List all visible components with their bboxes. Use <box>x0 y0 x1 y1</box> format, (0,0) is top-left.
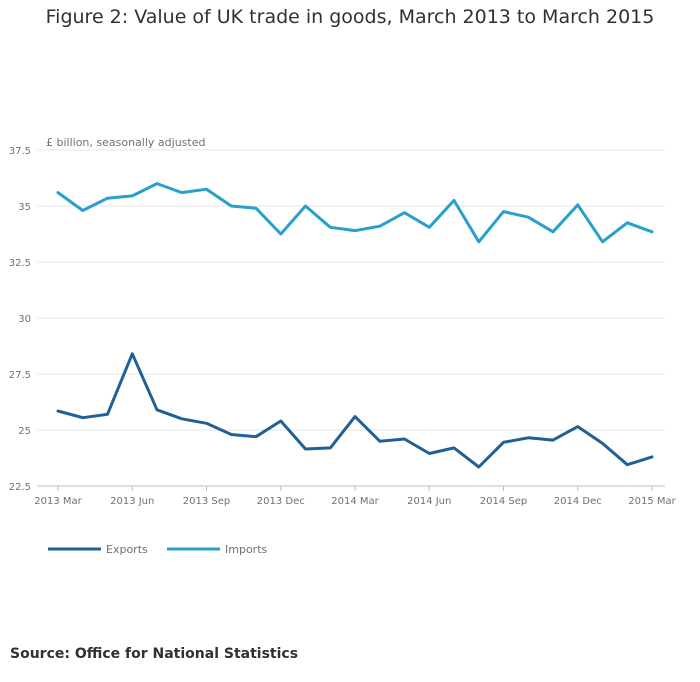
y-tick-label: 27.5 <box>9 370 31 381</box>
x-axis: 2013 Mar 2013 Jun 2013 Sep 2013 Dec 2014 Mar… <box>34 486 677 507</box>
series-line-imports <box>56 182 654 244</box>
y-axis-unit-label: £ billion, seasonally adjusted <box>46 136 205 149</box>
x-tick-label: 2013 Mar <box>34 496 82 507</box>
legend-label-imports: Imports <box>225 543 268 556</box>
gridlines <box>37 149 665 487</box>
x-tick-label: 2013 Sep <box>183 496 230 507</box>
x-tick-label: 2014 Jun <box>407 496 451 507</box>
x-tick-label: 2015 Mar <box>628 496 676 507</box>
y-axis-ticks: 22.5 25 27.5 30 32.5 35 37.5 <box>9 146 31 493</box>
y-tick-label: 37.5 <box>9 146 31 157</box>
x-tick-label: 2014 Sep <box>480 496 527 507</box>
source-note: Source: Office for National Statistics <box>10 646 299 662</box>
x-tick-label: 2014 Mar <box>331 496 379 507</box>
x-tick-label: 2013 Dec <box>257 496 305 507</box>
legend: Exports Imports <box>48 543 268 556</box>
series-lines <box>56 182 654 469</box>
x-tick-label: 2014 Dec <box>554 496 602 507</box>
legend-label-exports: Exports <box>106 543 148 556</box>
x-tick-label: 2013 Jun <box>110 496 154 507</box>
y-tick-label: 30 <box>18 314 31 325</box>
chart-title: Figure 2: Value of UK trade in goods, Ma… <box>45 6 655 28</box>
y-tick-label: 22.5 <box>9 482 31 493</box>
y-tick-label: 35 <box>18 202 31 213</box>
y-tick-label: 32.5 <box>9 258 31 269</box>
y-tick-label: 25 <box>18 426 31 437</box>
series-line-exports <box>56 352 654 469</box>
